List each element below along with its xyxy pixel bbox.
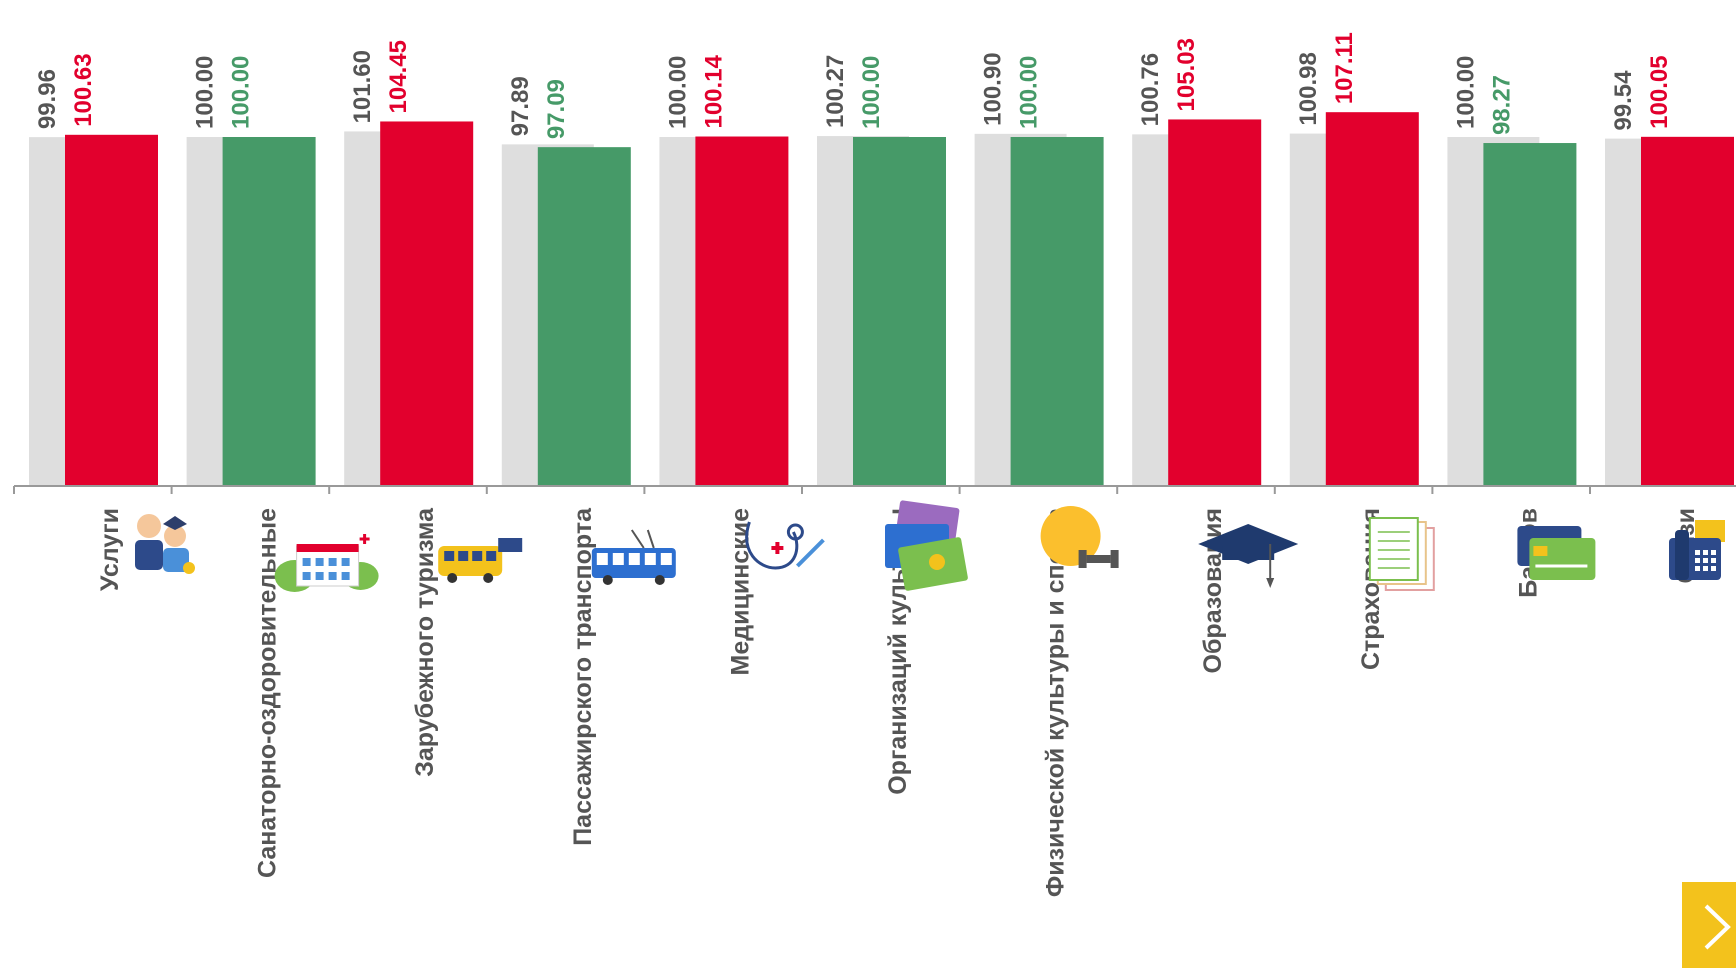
value-label-previous: 100.98: [1295, 52, 1322, 125]
value-label-previous: 99.96: [34, 69, 61, 129]
category-label: Услуги: [96, 508, 124, 591]
value-label-previous: 100.00: [1452, 56, 1479, 129]
value-label-current: 97.09: [543, 79, 570, 139]
documents-icon: [1368, 517, 1435, 591]
value-label-current: 100.00: [858, 56, 885, 129]
graduation-cap-icon: [1198, 524, 1299, 588]
category-label: Образования: [1199, 508, 1227, 673]
services-icon: [135, 514, 195, 574]
category-icons: [135, 500, 1725, 592]
value-label-previous: 100.27: [822, 55, 849, 128]
value-label-previous: 100.00: [192, 56, 219, 129]
value-label-previous: 97.89: [507, 76, 534, 136]
value-label-current: 107.11: [1331, 32, 1358, 104]
bar-current: [695, 136, 789, 486]
value-label-previous: 100.90: [980, 52, 1007, 125]
tour-bus-icon: [438, 538, 523, 583]
bars-layer: [29, 112, 1734, 487]
category-label: Зарубежного туризма: [411, 507, 439, 777]
dumbbell-icon: [1040, 506, 1119, 568]
chevron-right-icon: [1704, 904, 1731, 950]
value-label-previous: 100.76: [1137, 53, 1164, 126]
value-label-current: 104.45: [385, 40, 412, 113]
bar-current: [1641, 136, 1734, 486]
next-button[interactable]: [1682, 882, 1736, 968]
sanatorium-icon: [274, 534, 379, 592]
value-label-current: 98.27: [1488, 75, 1515, 135]
value-label-current: 100.14: [700, 54, 727, 128]
bar-current: [380, 121, 474, 487]
value-label-current: 100.63: [70, 53, 97, 126]
bar-current: [537, 147, 631, 487]
bar-current: [1168, 119, 1262, 486]
credit-cards-icon: [1517, 526, 1596, 580]
bar-current: [1325, 112, 1419, 486]
bar-current: [65, 134, 158, 486]
x-axis-ticks: [13, 486, 1591, 494]
value-label-current: 105.03: [1173, 38, 1200, 111]
bar-current: [1483, 143, 1577, 486]
category-label: Санаторно-оздоровительные: [254, 508, 282, 878]
value-label-previous: 99.54: [1610, 70, 1637, 131]
value-label-previous: 100.00: [664, 56, 691, 129]
category-label: Медицинские: [726, 508, 754, 676]
value-label-current: 100.05: [1646, 55, 1673, 128]
phone-icon: [1669, 520, 1725, 580]
value-label-current: 100.00: [1016, 56, 1043, 129]
value-label-previous: 101.60: [349, 50, 376, 123]
bar-current: [1010, 137, 1104, 486]
bar-current: [853, 137, 946, 486]
trolleybus-icon: [591, 529, 676, 585]
bar-current: [222, 137, 316, 486]
value-label-current: 100.00: [228, 56, 255, 129]
stethoscope-icon: [745, 521, 825, 570]
category-label: Физической культуры и спорта: [1042, 507, 1070, 897]
tickets-icon: [885, 500, 968, 591]
value-labels: 99.96 100.63 100.00 100.00 101.60 104.45 97.89…: [34, 32, 1673, 139]
